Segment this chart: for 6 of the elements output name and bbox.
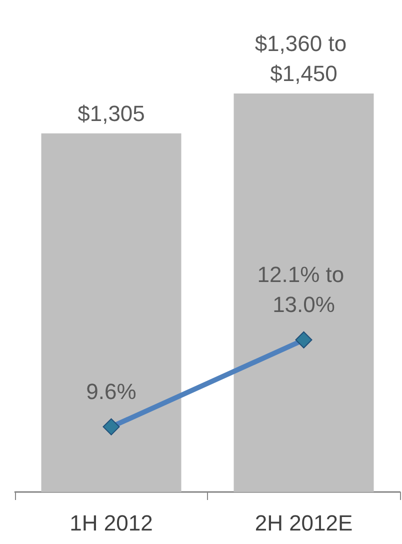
x-tick-label: 2H 2012E bbox=[254, 510, 353, 536]
data-label: 12.1% to 13.0% bbox=[257, 262, 350, 317]
x-tick-label: 1H 2012 bbox=[70, 510, 153, 536]
data-label: $1,305 bbox=[78, 100, 145, 126]
data-label: $1,360 to $1,450 bbox=[254, 31, 353, 86]
data-label: 9.6% bbox=[86, 378, 136, 404]
